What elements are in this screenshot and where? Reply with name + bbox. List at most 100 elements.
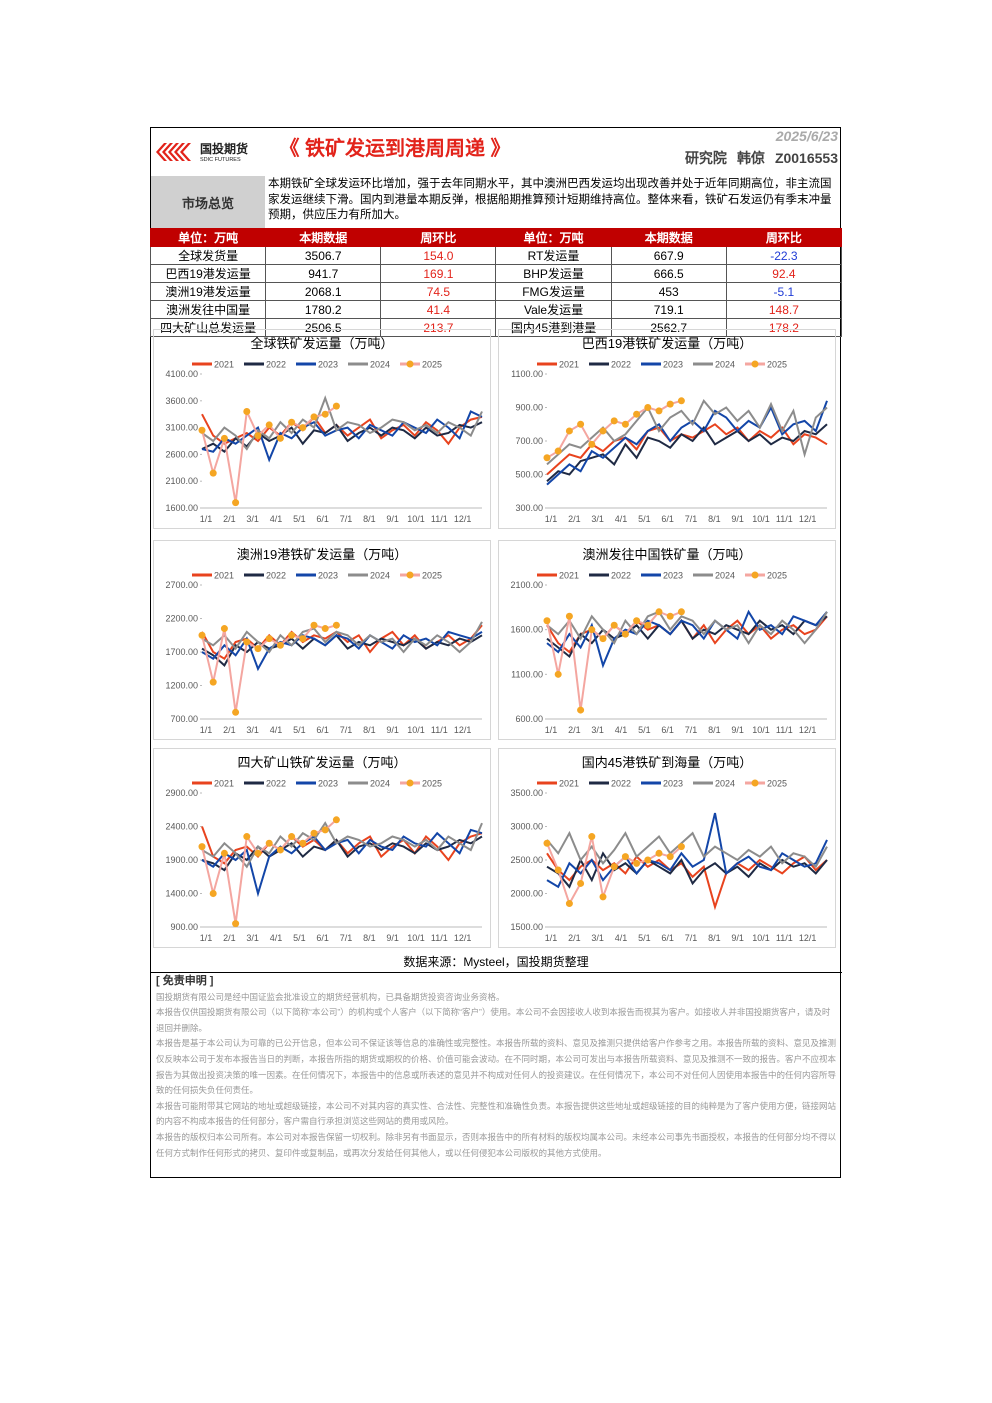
x-tick-label: 12/1 [799,514,817,524]
series-marker [655,608,663,616]
y-tick-label: 700.00 [170,714,198,724]
legend-label: 2023 [318,571,338,581]
legend-marker [751,779,759,787]
series-line [546,610,828,645]
series-marker [332,621,340,629]
y-tick-label: 2400.00 [165,822,198,832]
series-marker [565,427,573,435]
author: 韩倞 [736,150,765,166]
legend-label: 2024 [715,779,735,789]
x-tick-label: 4/1 [270,933,283,943]
chart-panel: 巴西19港铁矿发运量（万吨） 2021 2022 2023 2024 2025 300.00… [498,329,836,529]
x-tick-label: 8/1 [363,933,376,943]
y-tick-label: 2600.00 [165,449,198,459]
x-tick-label: 12/1 [799,725,817,735]
chart-title: 巴西19港铁矿发运量（万吨） [582,336,752,351]
series-marker [633,617,641,625]
x-tick-label: 1/1 [200,514,213,524]
y-tick-label: 600.00 [515,714,543,724]
series-marker [543,617,551,625]
series-marker [554,866,562,874]
legend-label: 2021 [559,779,579,789]
table-cell: 213.7 [380,318,497,337]
table-cell: 666.5 [610,264,727,283]
table-cell: -22.3 [725,246,843,265]
table-row: 全球发货量 3506.7 154.0 RT发运量 667.9 -22.3 [149,246,843,265]
y-tick-label: 1700.00 [165,647,198,657]
x-tick-label: 11/1 [431,725,448,735]
series-marker [543,839,551,847]
x-tick-label: 6/1 [661,933,674,943]
legend-label: 2022 [611,779,631,789]
x-tick-label: 11/1 [431,933,448,943]
x-tick-label: 11/1 [776,725,793,735]
series-marker [565,900,573,908]
series-marker [599,427,607,435]
header-cell: 周环比 [380,228,497,247]
legend-label: 2021 [214,360,234,370]
table-row: 澳洲发往中国量 1780.2 41.4 Vale发运量 719.1 148.7 [149,300,843,319]
x-tick-label: 2/1 [568,725,581,735]
table-cell: 453 [610,282,727,301]
series-marker [299,424,307,432]
x-tick-label: 4/1 [615,933,628,943]
x-tick-label: 9/1 [731,514,744,524]
series-marker [610,863,618,871]
chart-title: 全球铁矿发运量（万吨） [250,336,393,351]
table-cell: 719.1 [610,300,727,319]
series-marker [666,400,674,408]
series-line [201,395,483,451]
x-tick-label: 12/1 [454,725,472,735]
disclaimer-paragraph: 本报告是基于本公司认为可靠的已公开信息，但本公司不保证该等信息的准确性或完整性。… [156,1038,837,1096]
x-tick-label: 7/1 [340,725,353,735]
x-tick-label: 9/1 [731,933,744,943]
y-tick-label: 3500.00 [510,788,543,798]
series-marker [198,843,206,851]
series-marker [288,833,296,841]
x-tick-label: 10/1 [407,725,425,735]
legend-label: 2023 [663,571,683,581]
table-cell: 941.7 [265,264,382,283]
legend-marker [406,571,414,579]
report-date: 2025/6/23 [775,128,838,144]
table-row: 澳洲19港发运量 2068.1 74.5 FMG发运量 453 -5.1 [149,282,843,301]
x-tick-label: 7/1 [340,514,353,524]
series-marker [310,413,318,421]
series-marker [644,621,652,629]
x-tick-label: 3/1 [246,933,259,943]
series-marker [254,645,262,653]
chart: 国内45港铁矿到海量（万吨）2021 2022 2023 2024 2025 1500.0… [510,755,828,943]
x-tick-label: 1/1 [545,933,558,943]
series-marker [677,397,685,405]
legend-label: 2024 [370,360,390,370]
series-marker [209,469,217,477]
header-cell: 本期数据 [610,228,727,247]
series-marker [588,833,596,841]
series-marker [666,612,674,620]
x-tick-label: 8/1 [363,725,376,735]
series-marker [243,638,251,646]
x-tick-label: 10/1 [407,933,425,943]
series-marker [232,920,240,928]
dept: 研究院 [684,150,727,166]
x-tick-label: 6/1 [316,933,329,943]
y-tick-label: 1100.00 [511,369,543,379]
logo-sub: SDIC FUTURES [200,157,241,163]
y-tick-label: 2900.00 [165,788,198,798]
series-marker [310,829,318,837]
series-marker [588,626,596,634]
series-marker [198,426,206,434]
x-tick-label: 1/1 [200,725,213,735]
series-line [546,423,828,482]
x-tick-label: 2/1 [223,933,236,943]
legend-label: 2022 [266,571,286,581]
table-cell: BHP发运量 [495,264,612,283]
x-tick-label: 8/1 [363,514,376,524]
x-tick-label: 7/1 [685,514,698,524]
y-tick-label: 1400.00 [165,889,198,899]
table-cell: -5.1 [725,282,843,301]
x-tick-label: 8/1 [708,933,721,943]
table-cell: 2562.7 [610,318,727,337]
series-marker [220,434,228,442]
legend-label: 2025 [767,571,787,581]
